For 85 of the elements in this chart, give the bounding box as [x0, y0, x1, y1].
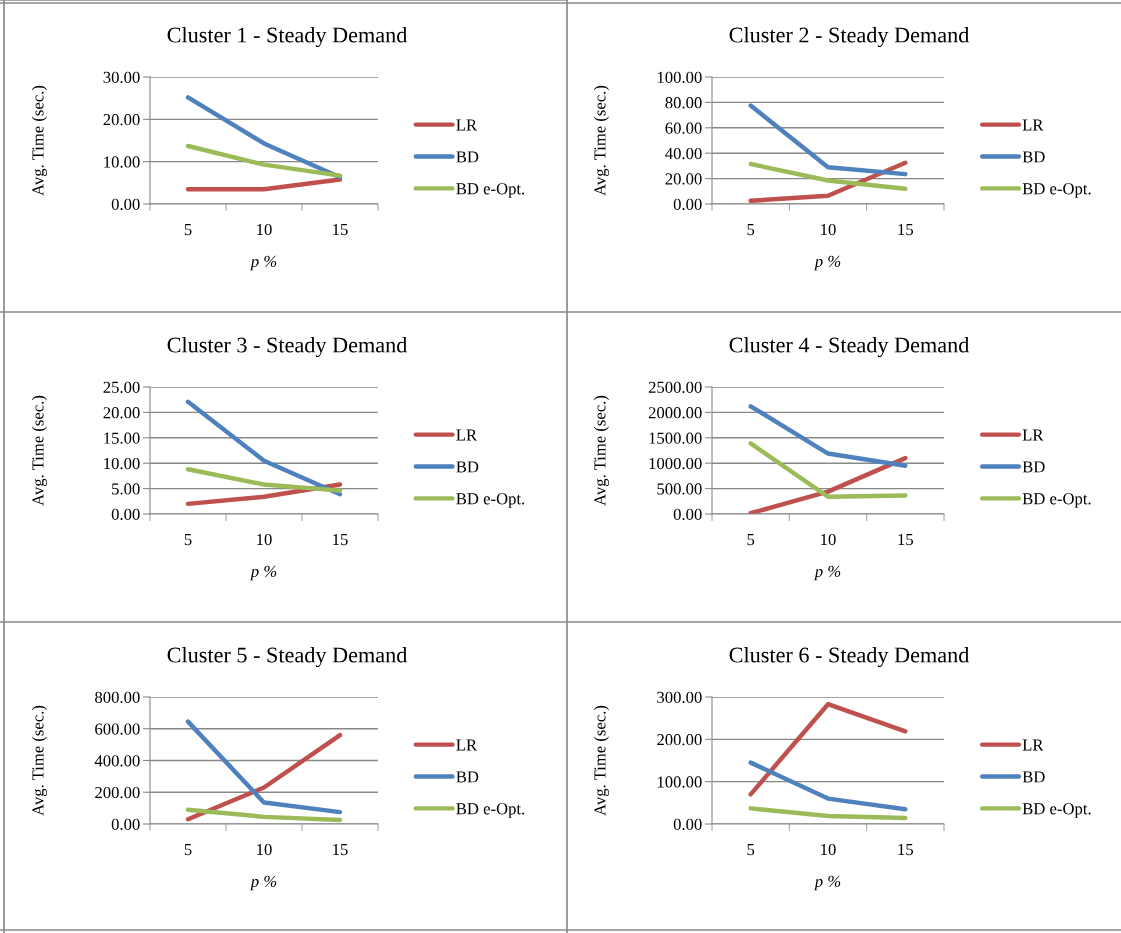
x-tick-label: 10: [821, 843, 836, 856]
legend-label: BD e-Opt.: [1022, 803, 1091, 818]
x-tick-label: 10: [821, 223, 836, 236]
y-tick-label: 1000.00: [649, 457, 702, 470]
y-tick-label: 40.00: [665, 147, 702, 160]
x-tick-label: 15: [898, 224, 914, 236]
y-axis-title: Avg. Time (sec.): [31, 395, 47, 506]
y-tick-label: 25.00: [103, 381, 140, 394]
legend-label: LR: [456, 739, 478, 751]
y-tick-label: 0.00: [111, 508, 140, 521]
x-tick-label: 15: [898, 844, 914, 856]
chart-title: Cluster 1 - Steady Demand: [167, 26, 408, 48]
y-tick-label: 800.00: [95, 691, 140, 704]
legend-label: LR: [1022, 429, 1044, 441]
y-tick-label: 300.00: [657, 691, 702, 704]
y-tick-label: 200.00: [657, 734, 702, 746]
legend-label: BD: [456, 151, 479, 163]
x-tick-label: 10: [257, 533, 272, 546]
chart-title: Cluster 2 - Steady Demand: [729, 26, 970, 48]
y-tick-label: 2000.00: [648, 407, 702, 419]
y-axis-title: Avg. Time (sec.): [593, 705, 609, 816]
legend-label: BD e-Opt.: [456, 493, 525, 508]
x-tick-label: 5: [747, 224, 755, 236]
x-tick-label: 10: [821, 533, 836, 546]
y-axis-title: Avg. Time (sec.): [593, 85, 609, 196]
y-tick-label: 0.00: [673, 818, 702, 831]
legend-label: LR: [456, 429, 478, 441]
y-tick-label: 100.00: [657, 71, 702, 84]
legend-label: BD: [1022, 151, 1045, 163]
y-tick-label: 80.00: [665, 97, 702, 109]
x-axis-title: p %: [249, 565, 277, 581]
legend-label: BD e-Opt.: [456, 803, 525, 818]
y-axis-title: Avg. Time (sec.): [593, 395, 609, 506]
y-tick-label: 100.00: [657, 776, 702, 788]
x-axis-title: p %: [249, 875, 277, 891]
x-tick-label: 5: [184, 224, 192, 236]
x-tick-label: 5: [184, 844, 192, 856]
y-tick-label: 10.00: [104, 156, 140, 168]
y-tick-label: 600.00: [95, 723, 140, 735]
y-tick-label: 2500.00: [648, 381, 702, 394]
legend-label: BD: [456, 771, 479, 783]
x-axis-title: p %: [249, 255, 277, 271]
y-tick-label: 0.00: [111, 198, 140, 211]
chart-title: Cluster 5 - Steady Demand: [167, 646, 408, 668]
legend-label: BD: [1022, 461, 1045, 473]
x-tick-label: 15: [333, 224, 348, 236]
y-tick-label: 0.00: [673, 198, 702, 211]
y-tick-label: 5.00: [112, 483, 140, 495]
chart-title: Cluster 3 - Steady Demand: [167, 336, 408, 358]
chart-title: Cluster 6 - Steady Demand: [729, 646, 970, 668]
x-axis-title: p %: [813, 255, 841, 271]
x-tick-label: 5: [747, 844, 755, 856]
legend-label: BD: [456, 461, 479, 473]
x-axis-title: p %: [813, 875, 841, 891]
y-tick-label: 1500.00: [649, 432, 702, 444]
y-tick-label: 200.00: [95, 786, 140, 799]
x-tick-label: 15: [898, 534, 914, 546]
legend-label: LR: [1022, 739, 1044, 751]
y-tick-label: 0.00: [673, 508, 702, 521]
chart-title: Cluster 4 - Steady Demand: [729, 336, 970, 358]
y-tick-label: 30.00: [103, 71, 140, 84]
x-tick-label: 10: [257, 843, 272, 856]
x-axis-title: p %: [813, 565, 841, 581]
x-tick-label: 5: [747, 534, 755, 546]
y-tick-label: 20.00: [103, 114, 140, 126]
y-tick-label: 500.00: [657, 483, 702, 495]
legend-label: LR: [456, 119, 478, 131]
y-tick-label: 0.00: [111, 818, 140, 831]
y-axis-title: Avg. Time (sec.): [31, 85, 47, 196]
y-tick-label: 10.00: [104, 457, 140, 470]
x-tick-label: 15: [333, 534, 348, 546]
y-tick-label: 400.00: [94, 755, 140, 767]
y-tick-label: 20.00: [665, 173, 702, 185]
legend-label: BD e-Opt.: [456, 183, 525, 198]
y-tick-label: 20.00: [103, 407, 140, 419]
legend-label: BD: [1022, 771, 1045, 783]
legend-label: BD e-Opt.: [1022, 493, 1091, 508]
y-tick-label: 60.00: [665, 122, 702, 134]
x-tick-label: 15: [333, 844, 348, 856]
x-tick-label: 10: [257, 223, 272, 236]
x-tick-label: 5: [184, 534, 192, 546]
y-axis-title: Avg. Time (sec.): [31, 705, 47, 816]
legend-label: LR: [1022, 119, 1044, 131]
legend-label: BD e-Opt.: [1022, 183, 1091, 198]
y-tick-label: 15.00: [104, 432, 140, 444]
